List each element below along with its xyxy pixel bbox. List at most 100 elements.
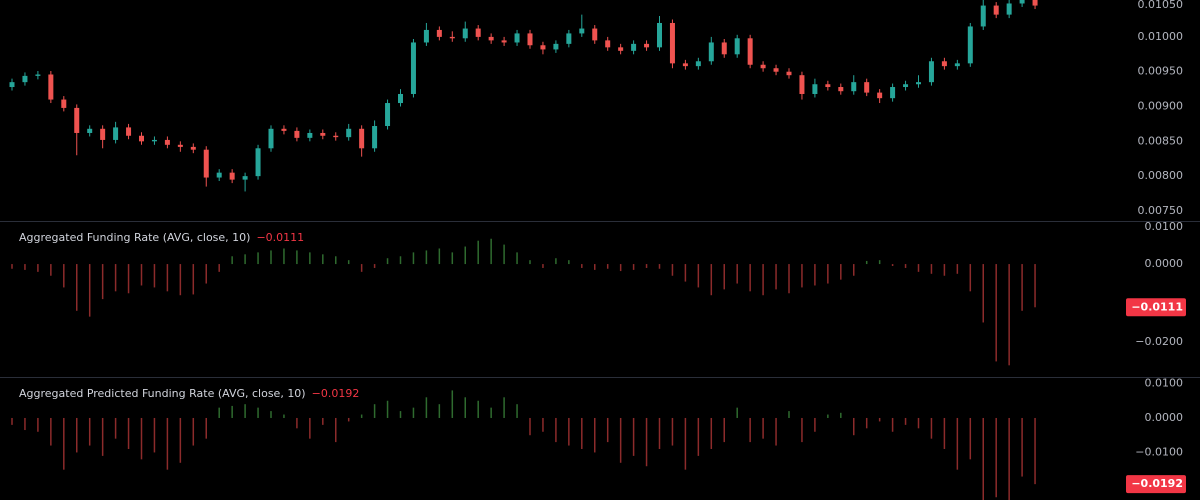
current-value-label: −0.0111 [1131, 300, 1183, 313]
bar [399, 411, 402, 418]
candle-body [514, 33, 520, 43]
bar [775, 264, 777, 290]
bar [360, 414, 363, 418]
candle-body [669, 22, 675, 64]
bar [490, 238, 492, 265]
bar [891, 264, 894, 267]
bar [749, 417, 751, 443]
candle-body [799, 75, 805, 94]
bar [840, 412, 842, 418]
bar [76, 417, 78, 453]
candle-body [87, 128, 93, 133]
bar [1021, 417, 1023, 477]
bar [943, 417, 946, 449]
bar [335, 256, 337, 265]
bar [581, 417, 583, 449]
candle-body [126, 127, 132, 136]
bar [464, 397, 466, 418]
current-value-label: −0.0192 [1131, 477, 1183, 490]
bar [775, 417, 777, 446]
y-tick-label: 0.00900 [1138, 100, 1184, 113]
bar [24, 264, 26, 270]
bar [166, 417, 169, 470]
bar [140, 264, 143, 286]
bar [438, 404, 441, 418]
bar [969, 264, 972, 292]
bar [477, 400, 479, 418]
bar [322, 254, 324, 265]
bar [347, 417, 350, 422]
bar [814, 264, 816, 286]
bar [309, 417, 311, 439]
y-tick-label: 0.0000 [1145, 257, 1184, 270]
bar [179, 264, 182, 296]
bar [373, 404, 376, 418]
candle-body [346, 128, 352, 138]
bar [710, 417, 713, 449]
bar [827, 414, 829, 418]
bar [270, 411, 272, 418]
candle-body [941, 61, 947, 67]
y-tick-label: 0.0100 [1145, 377, 1184, 390]
bar [697, 417, 700, 456]
y-tick-label: 0.0100 [1145, 220, 1184, 233]
candle-body [333, 135, 339, 138]
bar [503, 244, 505, 265]
bar [736, 407, 738, 418]
bar [101, 264, 104, 300]
bar [529, 260, 531, 265]
candle-body [294, 130, 300, 138]
candle-body [825, 84, 831, 88]
candle-body [139, 135, 144, 142]
bar [205, 264, 207, 284]
bar [192, 417, 195, 446]
bar [347, 260, 350, 265]
bar [762, 417, 764, 439]
candle-body [281, 128, 287, 131]
pane-title: Aggregated Predicted Funding Rate (AVG, … [19, 387, 359, 400]
y-tick-label: 0.00950 [1138, 65, 1184, 78]
bar [1008, 417, 1010, 500]
bar [244, 404, 246, 418]
candle-body [113, 127, 119, 140]
bar [632, 417, 635, 456]
bar [684, 264, 687, 282]
bar [529, 417, 531, 436]
candle-body [436, 29, 442, 37]
y-tick-label: 0.01000 [1138, 30, 1184, 43]
bar [917, 264, 920, 272]
y-tick-label: 0.00750 [1138, 204, 1184, 217]
candle-body [618, 47, 624, 51]
bar [568, 417, 570, 446]
candle-body [1032, 0, 1038, 6]
candle-body [61, 99, 67, 108]
bar [386, 400, 389, 418]
bar [503, 397, 505, 418]
candle-body [190, 146, 196, 150]
bar [788, 411, 790, 418]
bar [11, 264, 13, 269]
bar [723, 264, 725, 290]
bar [930, 417, 933, 439]
bar [943, 264, 946, 276]
y-tick-label: −0.0200 [1135, 335, 1183, 348]
bar [568, 260, 570, 265]
y-tick-label: 0.0000 [1145, 411, 1184, 424]
candle-body [812, 84, 818, 94]
candle-body [9, 82, 15, 88]
bar [283, 248, 285, 265]
bar [1034, 417, 1036, 485]
candle-body [527, 33, 533, 46]
candle-body [35, 74, 41, 76]
bar [1021, 264, 1023, 311]
candle-body [747, 38, 753, 65]
candle-body [553, 43, 559, 50]
bar [853, 417, 855, 436]
candle-body [268, 128, 274, 149]
bar [606, 417, 609, 443]
bar [904, 417, 907, 425]
bar [555, 258, 557, 265]
bar [425, 397, 428, 418]
candle-body [501, 40, 507, 43]
bar [50, 417, 52, 446]
